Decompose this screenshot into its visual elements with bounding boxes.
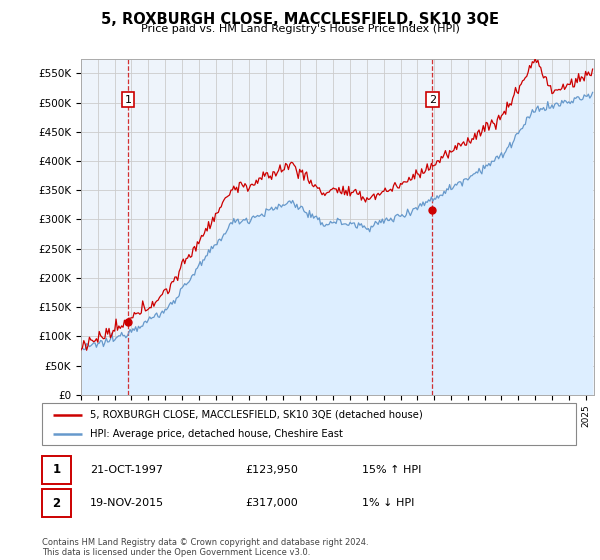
Text: £123,950: £123,950 [245, 465, 298, 475]
Text: 15% ↑ HPI: 15% ↑ HPI [362, 465, 422, 475]
Text: 1: 1 [53, 463, 61, 476]
Text: 2: 2 [428, 95, 436, 105]
Text: 1% ↓ HPI: 1% ↓ HPI [362, 498, 415, 508]
Text: 21-OCT-1997: 21-OCT-1997 [90, 465, 163, 475]
Text: 2: 2 [53, 497, 61, 510]
Text: Price paid vs. HM Land Registry's House Price Index (HPI): Price paid vs. HM Land Registry's House … [140, 24, 460, 34]
Bar [42, 455, 71, 484]
Text: 19-NOV-2015: 19-NOV-2015 [90, 498, 164, 508]
Text: 5, ROXBURGH CLOSE, MACCLESFIELD, SK10 3QE (detached house): 5, ROXBURGH CLOSE, MACCLESFIELD, SK10 3Q… [90, 409, 423, 419]
Text: 5, ROXBURGH CLOSE, MACCLESFIELD, SK10 3QE: 5, ROXBURGH CLOSE, MACCLESFIELD, SK10 3Q… [101, 12, 499, 27]
Text: HPI: Average price, detached house, Cheshire East: HPI: Average price, detached house, Ches… [90, 429, 343, 439]
Text: £317,000: £317,000 [245, 498, 298, 508]
Text: 1: 1 [124, 95, 131, 105]
Bar [42, 489, 71, 517]
Text: Contains HM Land Registry data © Crown copyright and database right 2024.
This d: Contains HM Land Registry data © Crown c… [42, 538, 368, 557]
